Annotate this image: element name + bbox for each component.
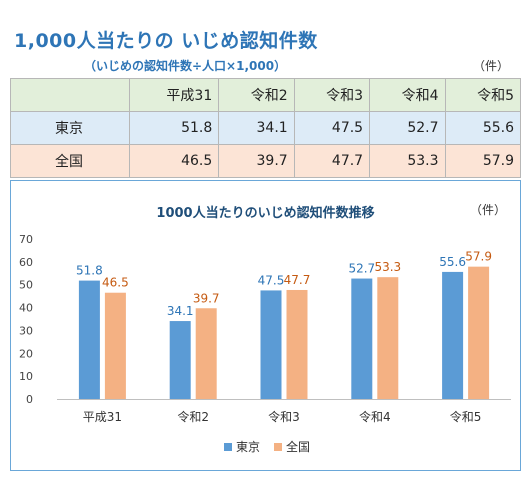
chart-title: 1000人当たりのいじめ認知件数推移 [156, 206, 375, 221]
bar-tokyo [351, 278, 373, 399]
table-header-cell: 平成31 [129, 78, 220, 112]
table-header-corner [9, 78, 131, 112]
legend-swatch [224, 443, 232, 451]
bar-tokyo [78, 280, 100, 399]
y-tick-label: 50 [19, 279, 33, 292]
table-cell: 47.5 [293, 111, 371, 145]
y-tick-label: 20 [19, 347, 33, 360]
x-tick-label: 令和2 [177, 409, 209, 424]
data-label: 47.7 [284, 273, 311, 287]
table-row-label: 東京 [9, 111, 131, 145]
table-cell: 55.6 [444, 111, 522, 145]
table-cell: 47.7 [293, 144, 371, 178]
bar-chart: 0 10 20 30 40 50 60 70 51.846.5 平成31 34.139.7 令和2 47… [19, 233, 511, 454]
table-cell: 51.8 [129, 111, 220, 145]
x-tick-label: 令和4 [359, 409, 391, 424]
legend-swatch [274, 443, 282, 451]
table-cell: 46.5 [129, 144, 220, 178]
table-row-tokyo: 東京 51.8 34.1 47.5 52.7 55.6 [9, 111, 522, 145]
data-label: 39.7 [193, 291, 220, 305]
data-label: 51.8 [76, 264, 103, 278]
data-label: 47.5 [258, 273, 285, 287]
bar-zenkoku [377, 277, 399, 399]
bar-tokyo [442, 271, 464, 399]
data-table: 平成31 令和2 令和3 令和4 令和5 東京 51.8 34.1 47.5 5… [9, 78, 522, 178]
table-cell: 34.1 [218, 111, 295, 145]
legend-label: 東京 [236, 440, 260, 454]
table-cell: 52.7 [369, 111, 446, 145]
data-label: 53.3 [374, 260, 401, 274]
y-tick-label: 60 [19, 256, 33, 269]
data-label: 55.6 [439, 255, 466, 269]
table-row-zenkoku: 全国 46.5 39.7 47.7 53.3 57.9 [9, 144, 522, 178]
bar-zenkoku [104, 292, 126, 399]
y-tick-label: 30 [19, 324, 33, 337]
x-tick-label: 平成31 [83, 410, 122, 424]
table-header-row: 平成31 令和2 令和3 令和4 令和5 [9, 78, 522, 112]
y-tick-label: 10 [19, 370, 33, 383]
data-label: 46.5 [102, 276, 129, 290]
table-header-cell: 令和3 [293, 78, 371, 112]
bar-tokyo [169, 321, 191, 399]
bar-zenkoku [286, 289, 308, 399]
y-tick-label: 70 [19, 233, 33, 246]
page-title: 1,000人当たりの いじめ認知件数 [14, 30, 318, 52]
bar-zenkoku [468, 266, 490, 399]
table-cell: 57.9 [444, 144, 522, 178]
x-tick-label: 令和5 [450, 409, 482, 424]
table-header-cell: 令和2 [218, 78, 295, 112]
page-subtitle: （いじめの認知件数÷人口×1,000） [84, 59, 287, 73]
chart-container: 1000人当たりのいじめ認知件数推移 （件） 0 10 20 30 40 50 60 70 51… [10, 180, 521, 471]
y-tick-label: 40 [19, 302, 33, 315]
x-tick-label: 令和3 [268, 409, 300, 424]
table-unit-label: （件） [472, 59, 509, 73]
data-label: 52.7 [348, 262, 375, 276]
legend-label: 全国 [286, 439, 310, 454]
bar-zenkoku [195, 308, 217, 399]
y-tick-label: 0 [26, 393, 33, 406]
table-header-cell: 令和4 [369, 78, 446, 112]
table-row-label: 全国 [9, 144, 131, 178]
chart-unit-label: （件） [469, 203, 506, 217]
bar-tokyo [260, 290, 282, 399]
data-label: 57.9 [465, 250, 492, 264]
table-cell: 39.7 [218, 144, 295, 178]
table-cell: 53.3 [369, 144, 446, 178]
table-header-cell: 令和5 [444, 78, 522, 112]
data-label: 34.1 [167, 304, 194, 318]
